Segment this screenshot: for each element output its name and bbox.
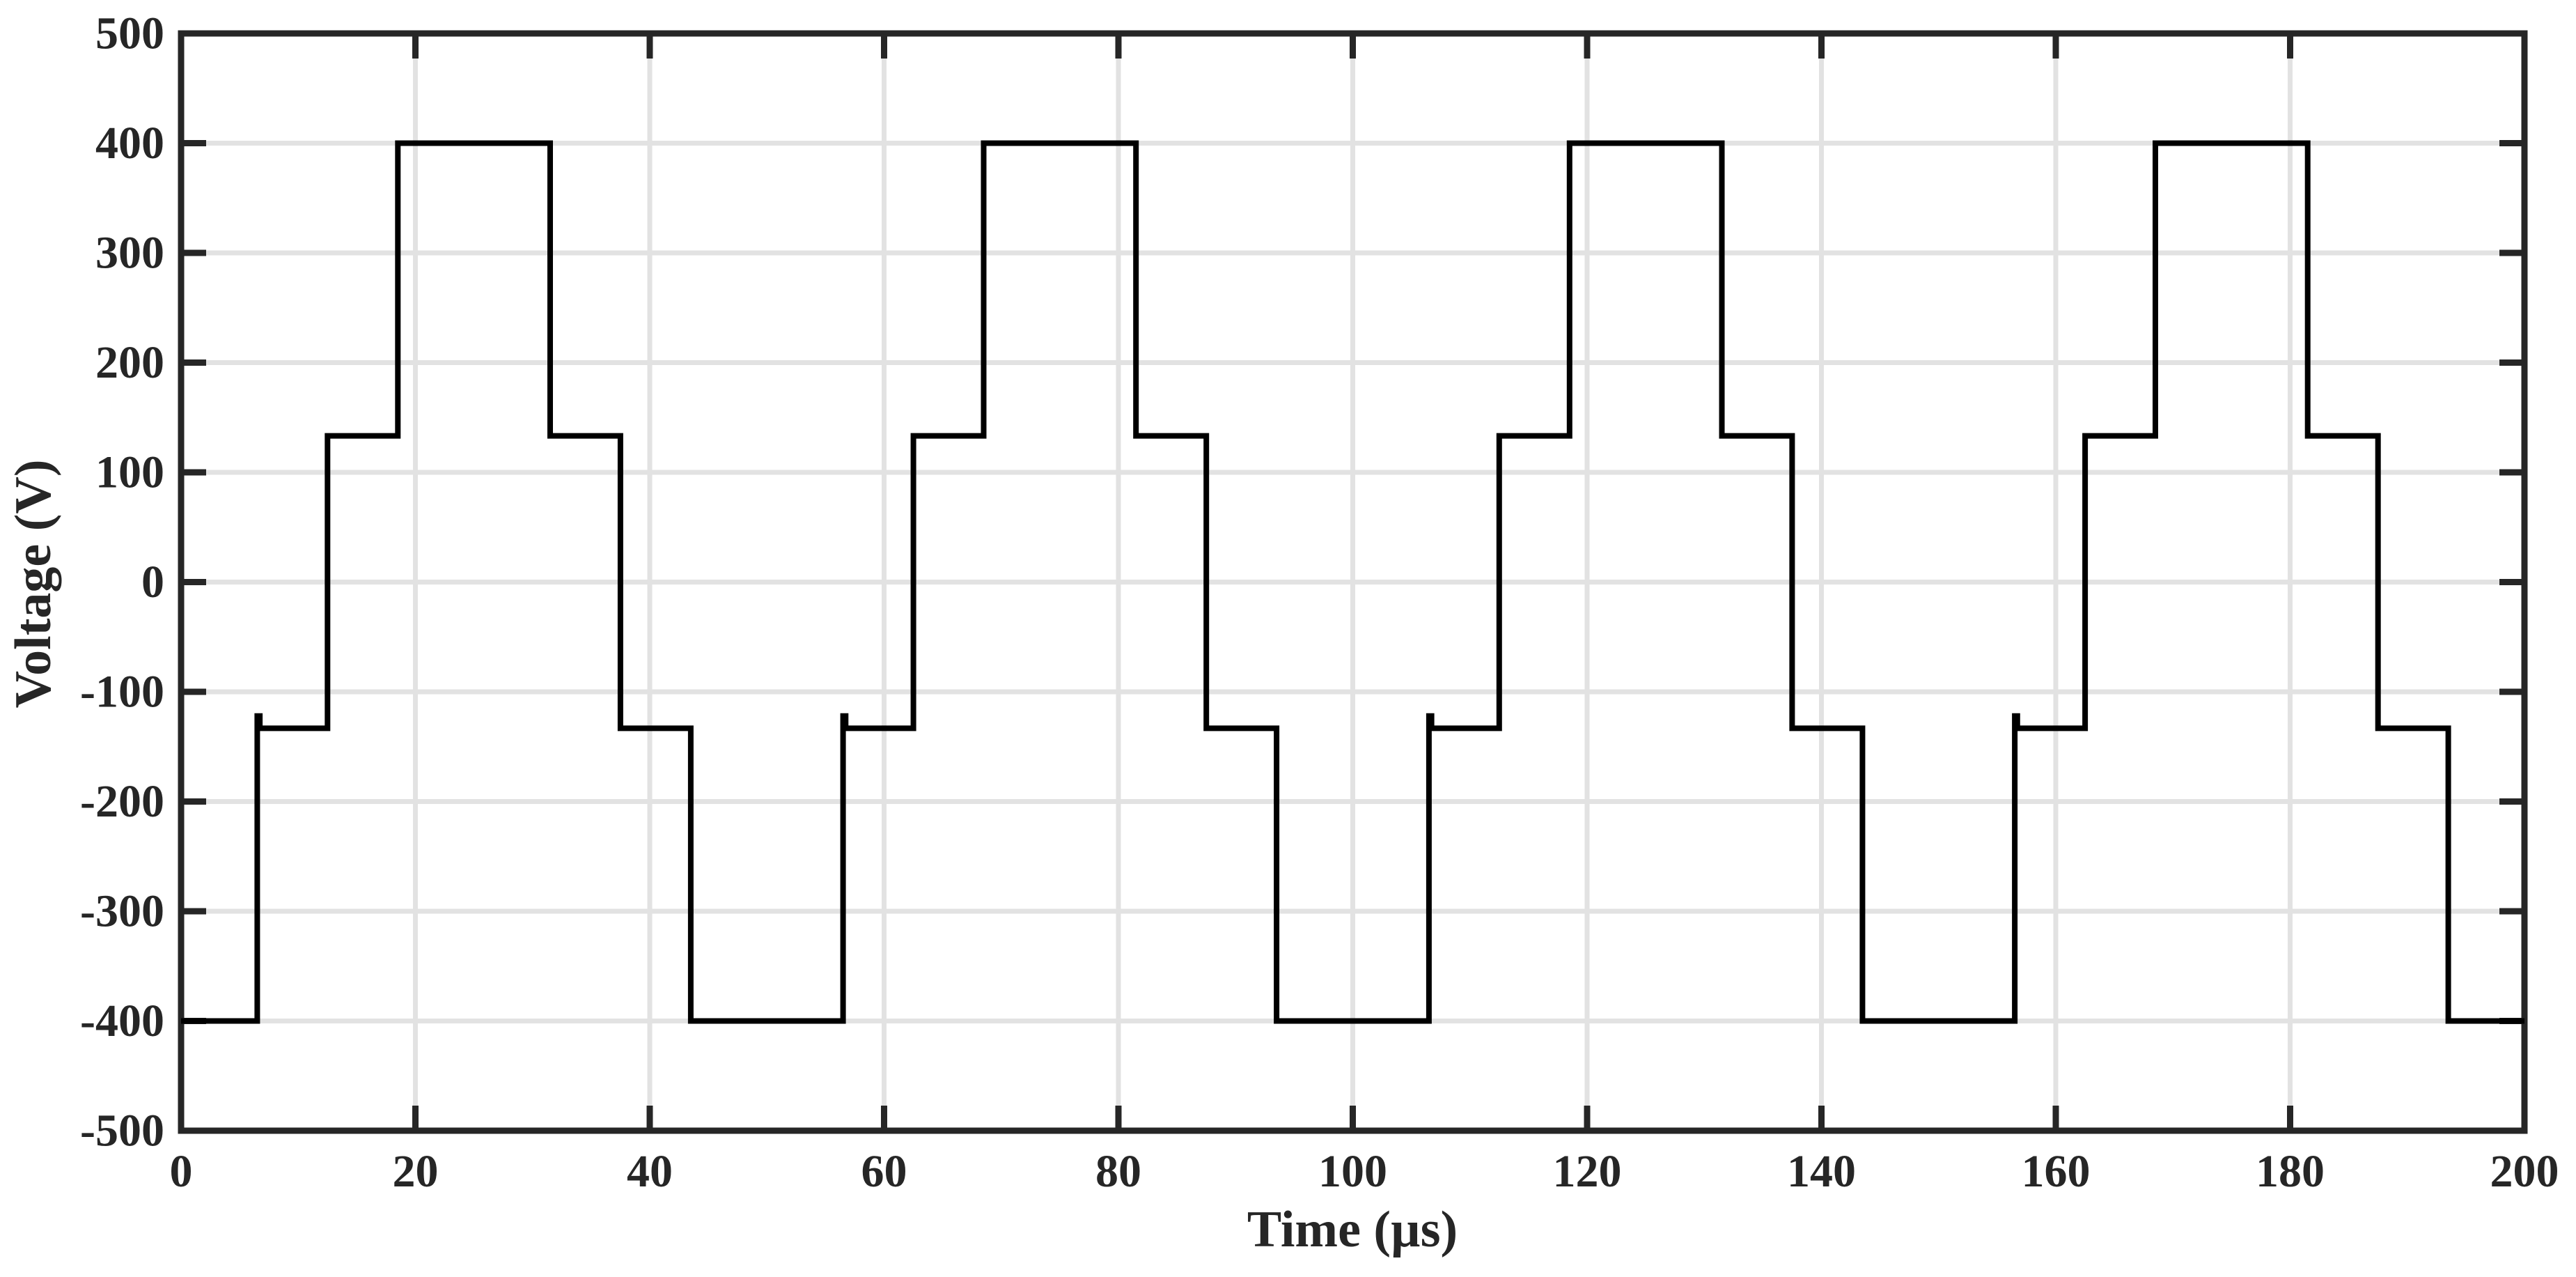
x-tick-label: 200	[2490, 1146, 2559, 1197]
y-tick-label: 400	[95, 118, 164, 169]
x-tick-label: 0	[170, 1146, 193, 1197]
x-tick-label: 180	[2256, 1146, 2325, 1197]
y-tick-label: 300	[95, 228, 164, 279]
x-tick-label: 100	[1318, 1146, 1387, 1197]
y-tick-label: 200	[95, 337, 164, 388]
y-axis-label: Voltage (V)	[5, 459, 62, 709]
x-tick-label: 140	[1787, 1146, 1856, 1197]
x-tick-label: 120	[1553, 1146, 1622, 1197]
x-tick-label: 40	[627, 1146, 673, 1197]
voltage-waveform	[181, 140, 2524, 1024]
y-tick-label: -100	[80, 667, 164, 718]
y-tick-label: 500	[95, 8, 164, 59]
x-tick-label: 160	[2022, 1146, 2091, 1197]
y-tick-label: 0	[141, 557, 164, 607]
x-axis-label: Time (µs)	[1247, 1201, 1458, 1258]
y-tick-label: -200	[80, 776, 164, 827]
y-tick-label: -300	[80, 886, 164, 937]
x-tick-label: 80	[1095, 1146, 1141, 1197]
y-tick-label: -500	[80, 1106, 164, 1156]
x-tick-label: 60	[861, 1146, 907, 1197]
y-tick-label: 100	[95, 447, 164, 498]
x-tick-label: 20	[393, 1146, 439, 1197]
y-tick-label: -400	[80, 996, 164, 1046]
